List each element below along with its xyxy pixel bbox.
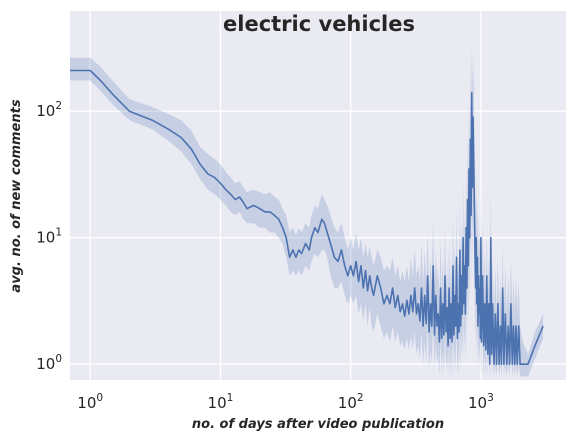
x-tick-label-1: 101 bbox=[208, 392, 234, 412]
y-tick-labels: 100 101 102 bbox=[36, 100, 62, 373]
x-tick-label-0: 100 bbox=[77, 392, 103, 412]
series-0-confidence-band bbox=[70, 42, 544, 377]
y-tick-label-0: 100 bbox=[36, 353, 62, 373]
y-tick-label-2: 102 bbox=[36, 100, 62, 120]
chart-title: electric vehicles bbox=[223, 12, 415, 36]
grid bbox=[70, 11, 566, 380]
series-layer bbox=[70, 42, 544, 377]
y-tick-label-1: 101 bbox=[36, 227, 62, 247]
y-axis-label: avg. no. of new comments bbox=[9, 99, 24, 292]
x-tick-label-3: 103 bbox=[468, 392, 494, 412]
x-tick-labels: 100 101 102 103 bbox=[77, 392, 494, 412]
x-axis-label: no. of days after video publication bbox=[192, 417, 444, 432]
series-0-line bbox=[70, 69, 544, 365]
x-tick-label-2: 102 bbox=[338, 392, 364, 412]
